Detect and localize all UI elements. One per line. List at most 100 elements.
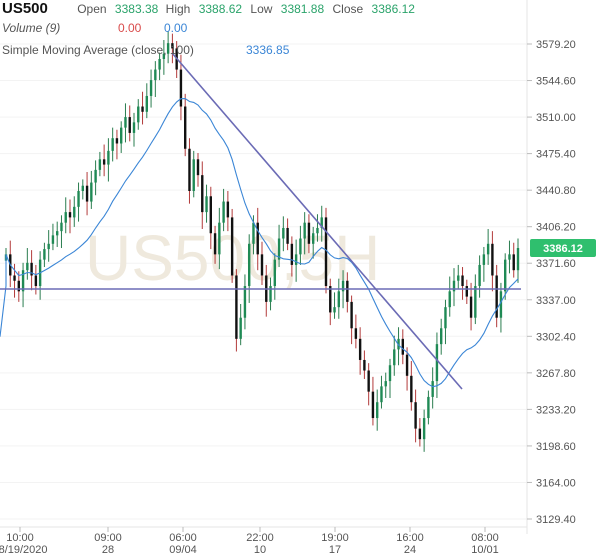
candle-body xyxy=(388,365,392,382)
candle-body xyxy=(13,275,16,281)
candle-body xyxy=(504,259,507,292)
candle-body xyxy=(414,402,417,429)
symbol-name: US500 xyxy=(2,0,48,17)
low-value: 3381.88 xyxy=(280,2,325,16)
candle-body xyxy=(367,370,370,392)
candle-body xyxy=(422,418,426,440)
last-price-tag-text: 3386.12 xyxy=(543,243,583,255)
candle-body xyxy=(230,217,234,276)
candle-body xyxy=(26,262,29,271)
candle-body xyxy=(98,159,102,170)
high-label: High xyxy=(165,2,191,16)
price-gridlines xyxy=(0,43,527,520)
candle-body xyxy=(192,159,195,191)
volume-label: Volume (9) xyxy=(2,21,61,35)
candle-body xyxy=(299,238,302,255)
candle-body xyxy=(461,275,464,287)
volume-value-2: 0.00 xyxy=(164,21,188,35)
candle-body xyxy=(51,235,55,244)
candle-body xyxy=(354,328,358,339)
candle-body xyxy=(145,95,148,112)
candle-body xyxy=(209,196,212,234)
trend-line[interactable] xyxy=(171,52,463,390)
price-tick-label: 3233.20 xyxy=(536,404,576,416)
sma-line xyxy=(0,98,519,388)
candle-body xyxy=(196,159,200,176)
candle-body xyxy=(294,254,298,265)
candle-body xyxy=(68,212,72,218)
candle-body xyxy=(312,233,315,244)
high-value: 3388.62 xyxy=(198,2,243,16)
open-label: Open xyxy=(77,2,107,16)
candle-body xyxy=(239,317,242,339)
candle-body xyxy=(307,222,311,244)
close-label: Close xyxy=(332,2,364,16)
candle-body xyxy=(448,291,451,308)
time-tick-label-top: 08:00 xyxy=(471,532,499,544)
candle-body xyxy=(486,243,490,255)
sma-label: Simple Moving Average (close, 100) xyxy=(2,43,194,57)
sma-value: 3336.85 xyxy=(246,43,290,57)
candle-body xyxy=(171,43,174,49)
candle-body xyxy=(495,275,498,318)
candle-body xyxy=(440,328,443,345)
candle-body xyxy=(128,117,131,133)
low-label: Low xyxy=(250,2,273,16)
candle-body xyxy=(17,280,20,292)
time-tick-label-bottom: 28 xyxy=(102,544,114,556)
close-value: 3386.12 xyxy=(371,2,415,16)
candle-body xyxy=(252,222,255,244)
candle-body xyxy=(376,402,379,419)
candle-body xyxy=(30,262,33,276)
candle-body xyxy=(277,238,281,260)
price-tick-label: 3440.80 xyxy=(536,185,576,197)
candle-body xyxy=(260,254,264,276)
candle-body xyxy=(226,201,230,218)
candle-body xyxy=(107,150,110,165)
price-tick-label: 3510.00 xyxy=(536,112,576,124)
candle-body xyxy=(337,291,340,308)
candle-body xyxy=(290,243,294,265)
candle-body xyxy=(346,280,349,302)
price-tick-label: 3302.40 xyxy=(536,331,576,343)
candle-body xyxy=(149,80,153,96)
candle-body xyxy=(162,53,166,59)
candle-body xyxy=(435,344,439,382)
candle-body xyxy=(469,296,473,318)
candle-body xyxy=(316,227,319,234)
candle-body xyxy=(43,249,46,260)
candle-body xyxy=(179,69,183,107)
price-tick-label: 3475.40 xyxy=(536,149,576,161)
candle-body xyxy=(363,359,366,371)
candle-body xyxy=(137,106,140,123)
legend-row-volume[interactable]: Volume (9) 0.00 0.00 xyxy=(2,21,187,35)
candle-body xyxy=(452,280,456,292)
candle-body xyxy=(218,222,221,255)
candle-body xyxy=(482,254,486,265)
candle-body xyxy=(427,396,430,419)
candle-body xyxy=(47,243,50,250)
candle-body xyxy=(324,217,328,287)
candle-body xyxy=(333,307,336,313)
price-tick-label: 3164.00 xyxy=(536,477,576,489)
price-tick-label: 3544.60 xyxy=(536,76,576,88)
candle-body xyxy=(60,222,63,232)
candle-body xyxy=(491,243,494,276)
candle-body xyxy=(243,286,247,318)
time-tick-label-top: 06:00 xyxy=(169,532,197,544)
legend-row-sma[interactable]: Simple Moving Average (close, 100) 3336.… xyxy=(2,43,289,57)
candle-body xyxy=(457,275,460,281)
price-tick-label: 3406.20 xyxy=(536,222,576,234)
candle-body xyxy=(465,286,468,297)
candle-body xyxy=(111,138,114,151)
price-tick-label: 3267.80 xyxy=(536,368,576,380)
candle-body xyxy=(269,286,272,302)
candle-body xyxy=(320,217,323,228)
candle-body xyxy=(115,138,119,144)
candle-body xyxy=(431,381,434,397)
candle-body xyxy=(81,185,84,191)
candle-body xyxy=(384,381,387,387)
candle-body xyxy=(282,227,285,239)
last-price-tag-bg xyxy=(530,239,596,257)
